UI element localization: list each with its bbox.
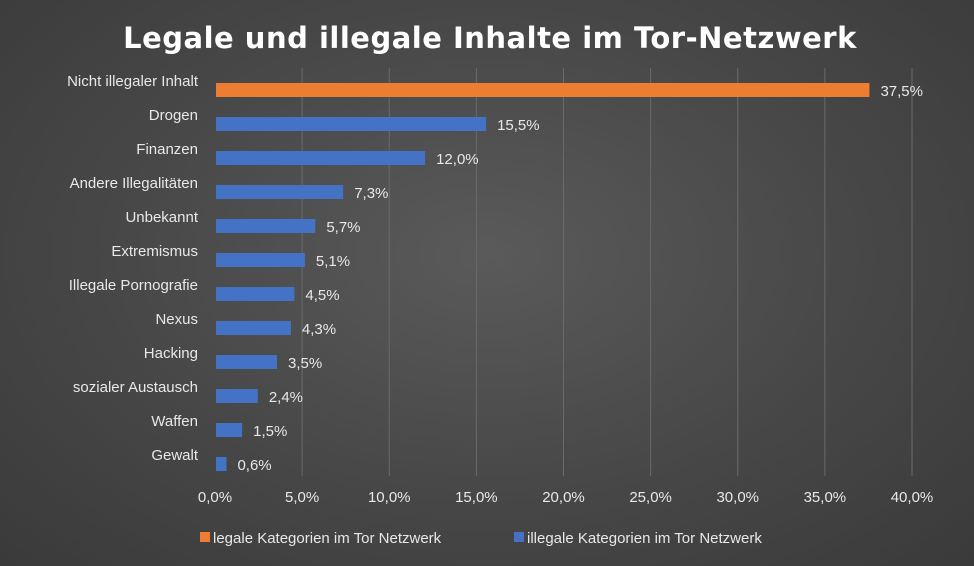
bar (216, 253, 305, 267)
category-label: Finanzen (136, 141, 198, 158)
bar (216, 321, 291, 335)
category-label: Andere Illegalitäten (70, 175, 198, 192)
bar (216, 185, 344, 199)
category-label: Illegale Pornografie (69, 277, 198, 294)
bar (216, 117, 487, 131)
data-label: 7,3% (354, 185, 388, 202)
bar (216, 389, 258, 403)
x-tick-label: 5,0% (285, 489, 319, 506)
category-label: Drogen (149, 107, 198, 124)
category-label: Nexus (155, 311, 198, 328)
bar (216, 457, 227, 471)
bar (216, 423, 243, 437)
bars (216, 83, 870, 471)
x-tick-label: 10,0% (368, 489, 411, 506)
chart-title: Legale und illegale Inhalte im Tor-Netzw… (123, 21, 857, 55)
x-tick-label: 25,0% (629, 489, 672, 506)
data-labels: 37,5% 15,5% 12,0% 7,3% 5,7% 5,1% 4,5% 4,3% 3,5% 2… (237, 83, 923, 474)
x-tick-label: 35,0% (804, 489, 847, 506)
data-label: 3,5% (288, 355, 322, 372)
legend-label-legal: legale Kategorien im Tor Netzwerk (213, 530, 442, 547)
category-label: sozialer Austausch (73, 379, 198, 396)
bar (216, 219, 316, 233)
data-label: 4,3% (302, 321, 336, 338)
data-label: 15,5% (497, 117, 540, 134)
category-label: Gewalt (151, 447, 199, 464)
data-label: 0,6% (237, 457, 271, 474)
legend: legale Kategorien im Tor Netzwerk illega… (200, 530, 762, 547)
data-label: 5,7% (326, 219, 360, 236)
bar (216, 83, 870, 97)
data-label: 4,5% (305, 287, 339, 304)
gridlines (301, 68, 913, 476)
legend-swatch-legal (200, 532, 210, 542)
x-tick-label: 40,0% (891, 489, 934, 506)
bar (216, 151, 426, 165)
legend-swatch-illegal (514, 532, 524, 542)
category-label: Nicht illegaler Inhalt (67, 73, 199, 90)
category-label: Extremismus (111, 243, 198, 260)
category-label: Hacking (144, 345, 198, 362)
data-label: 5,1% (316, 253, 350, 270)
legend-label-illegal: illegale Kategorien im Tor Netzwerk (527, 530, 762, 547)
data-label: 1,5% (253, 423, 287, 440)
x-tick-label: 20,0% (542, 489, 585, 506)
data-label: 37,5% (880, 83, 923, 100)
x-tick-label: 15,0% (455, 489, 498, 506)
bar (216, 355, 277, 369)
x-tick-label: 30,0% (716, 489, 759, 506)
category-label: Unbekannt (125, 209, 198, 226)
data-label: 2,4% (269, 389, 303, 406)
x-axis-tick-labels: 0,0% 5,0% 10,0% 15,0% 20,0% 25,0% 30,0% 35,0% 40… (198, 489, 933, 506)
bar (216, 287, 295, 301)
category-label: Waffen (151, 413, 198, 430)
category-labels: Nicht illegaler Inhalt Drogen Finanzen Ande… (67, 73, 199, 464)
x-tick-label: 0,0% (198, 489, 232, 506)
data-label: 12,0% (436, 151, 479, 168)
